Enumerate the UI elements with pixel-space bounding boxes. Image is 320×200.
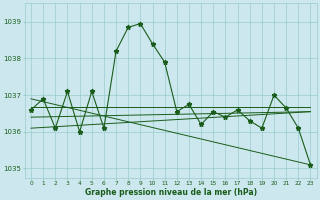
X-axis label: Graphe pression niveau de la mer (hPa): Graphe pression niveau de la mer (hPa) [85, 188, 257, 197]
